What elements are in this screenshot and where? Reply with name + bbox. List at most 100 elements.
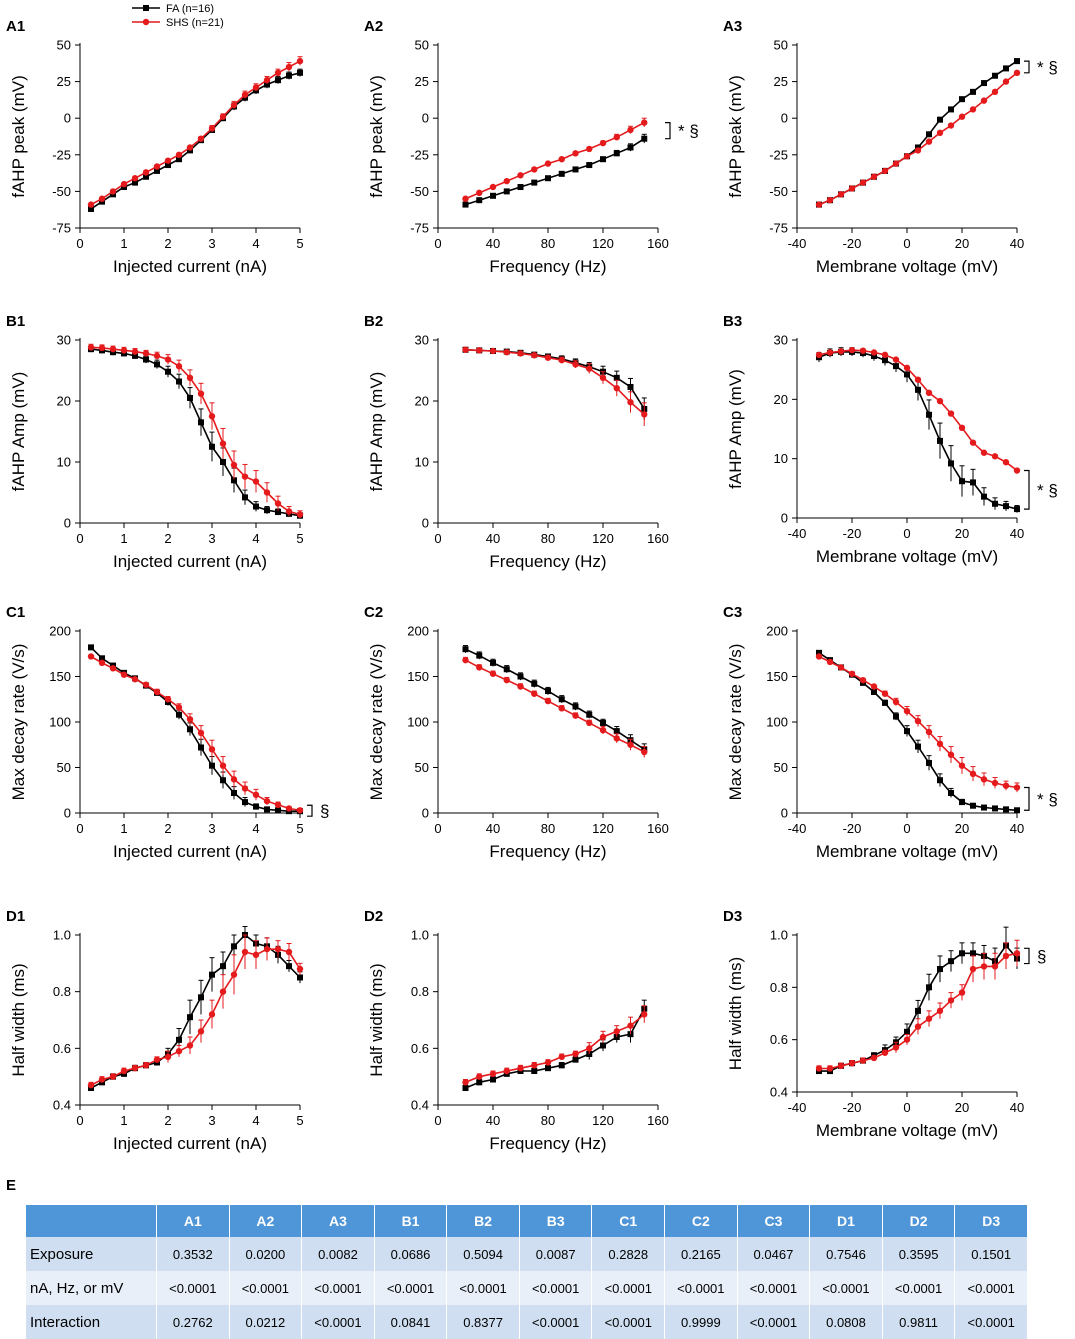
y-axis-label: fAHP Amp (mV)	[367, 372, 386, 492]
data-point	[164, 1053, 172, 1061]
data-point	[1002, 459, 1010, 466]
y-tick-label: 100	[407, 715, 429, 730]
data-point	[925, 389, 933, 397]
significance-bracket	[1024, 469, 1030, 510]
data-point	[198, 994, 204, 1001]
y-tick-label: 0	[422, 111, 429, 126]
x-axis-label: Membrane voltage (mV)	[816, 547, 998, 566]
data-point	[242, 799, 248, 806]
data-point	[627, 126, 634, 134]
y-axis-label: fAHP Amp (mV)	[726, 369, 745, 489]
y-tick-label: -75	[769, 221, 788, 236]
legend-marker	[143, 5, 149, 11]
panel-B2: B2 0 10 20 30 0 40 80 120 160 Frequency (Hz) fAHP A…	[364, 313, 669, 571]
panel-C1: C1 0 50 100 150 200 0 1 2 3 4 5 Injected current (nA…	[6, 604, 329, 861]
x-tick-label: 5	[296, 236, 303, 251]
table-cell: 0.8377	[446, 1305, 520, 1339]
data-point	[220, 777, 226, 784]
data-point	[296, 57, 304, 65]
y-tick-label: 0	[781, 806, 788, 821]
data-point	[969, 106, 977, 113]
data-point	[285, 948, 293, 956]
data-point	[263, 797, 271, 805]
series-fa	[462, 999, 648, 1091]
x-tick-label: 0	[76, 531, 83, 546]
data-point	[264, 81, 270, 88]
data-point	[815, 201, 823, 208]
data-point	[870, 173, 878, 180]
data-point	[517, 350, 524, 357]
panel-title: B2	[364, 313, 383, 330]
data-point	[175, 1047, 183, 1055]
data-point	[641, 119, 648, 126]
data-point	[154, 167, 160, 174]
panel-title: C2	[364, 604, 383, 621]
y-tick-label: 50	[57, 38, 71, 53]
panel-B3: B3 0 10 20 30 -40 -20 0 20 40 Membrane voltage (mV…	[723, 313, 1058, 566]
table-cell: 0.0082	[301, 1237, 375, 1271]
data-point	[558, 1053, 565, 1061]
data-point	[286, 72, 292, 79]
y-tick-label: 25	[57, 74, 71, 89]
data-point	[816, 649, 822, 656]
y-tick-label: 30	[57, 333, 71, 348]
data-point	[462, 656, 469, 664]
table-cell: 0.2828	[591, 1237, 666, 1271]
data-point	[937, 437, 943, 444]
data-point	[882, 699, 888, 706]
data-point	[572, 1056, 579, 1063]
data-point	[197, 390, 205, 397]
x-tick-label: 20	[955, 236, 969, 251]
data-point	[503, 666, 510, 673]
data-point	[476, 1073, 483, 1080]
data-point	[87, 344, 95, 351]
data-point	[98, 344, 106, 352]
x-tick-label: 1	[120, 236, 127, 251]
legend-label: SHS (n=21)	[166, 17, 224, 29]
data-point	[826, 1065, 834, 1072]
panel-A3: A3 -75 -50 -25 0 25 50 -40 -20 0 20 40 Membrane volt…	[723, 18, 1058, 276]
data-point	[958, 424, 966, 432]
data-point	[959, 96, 965, 103]
data-point	[131, 1064, 139, 1072]
y-tick-label: 150	[766, 669, 788, 684]
data-point	[476, 197, 483, 204]
x-tick-label: -40	[788, 236, 807, 251]
data-point	[503, 349, 510, 356]
table-cell: <0.0001	[301, 1305, 375, 1339]
series-shs	[87, 653, 304, 814]
x-tick-label: 160	[647, 1113, 669, 1128]
series-shs	[87, 343, 304, 519]
x-axis-label: Injected current (nA)	[113, 552, 267, 571]
data-point	[870, 1054, 878, 1062]
data-point	[153, 1056, 161, 1063]
data-point	[586, 365, 593, 372]
data-point	[948, 789, 954, 796]
data-point	[263, 76, 271, 84]
data-point	[197, 1028, 205, 1035]
x-tick-label: -40	[788, 1100, 807, 1115]
column-header: B3	[519, 1205, 593, 1237]
data-point	[1003, 503, 1009, 510]
row-label: Interaction	[26, 1305, 157, 1339]
x-tick-label: 80	[541, 1113, 555, 1128]
column-header: D2	[882, 1205, 956, 1237]
data-point	[1013, 784, 1021, 791]
data-point	[544, 354, 552, 361]
data-point	[947, 997, 955, 1004]
data-point	[1013, 467, 1021, 474]
data-point	[859, 179, 867, 186]
series-shs	[462, 346, 648, 427]
y-axis-label: fAHP Amp (mV)	[9, 372, 28, 492]
data-point	[531, 1068, 538, 1074]
data-point	[627, 383, 634, 390]
data-point	[914, 717, 922, 725]
significance-bracket	[665, 121, 671, 140]
data-point	[462, 201, 469, 208]
data-point	[544, 1059, 552, 1066]
y-tick-label: 200	[766, 624, 788, 639]
x-axis-label: Frequency (Hz)	[489, 842, 606, 861]
data-point	[991, 453, 999, 460]
data-point	[641, 748, 648, 756]
